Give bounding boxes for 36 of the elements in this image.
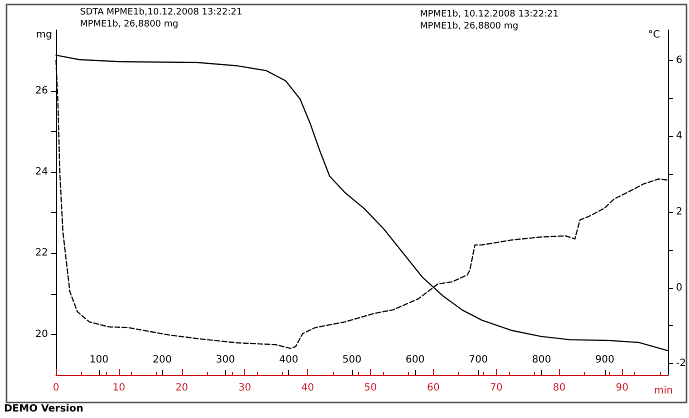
- x-tick-label: 40: [301, 382, 314, 394]
- x2-tick-label: 800: [532, 354, 552, 366]
- text: SDTA MPME1b,10.12.2008 13:22:21: [80, 8, 242, 18]
- x-tick-label: 90: [616, 382, 628, 394]
- y-tick-label: 20: [35, 328, 48, 340]
- y2-tick-label: -2: [676, 358, 686, 370]
- text: MPME1b, 10.12.2008 13:22:21: [420, 10, 559, 20]
- x-tick-label: 20: [175, 382, 188, 394]
- x2-tick-label: 900: [595, 354, 614, 366]
- y2-tick-label: 4: [676, 130, 682, 142]
- annotation: MPME1b, 26,8800 mg: [420, 22, 518, 32]
- y-tick-label: 26: [35, 85, 48, 96]
- x-tick-label: 80: [552, 382, 566, 394]
- x-tick-label: 30: [238, 382, 252, 394]
- x2-tick-label: 300: [216, 354, 235, 366]
- x-tick-label: 50: [364, 382, 377, 394]
- y2-tick-label: 6: [676, 54, 682, 66]
- x2-tick-label: 500: [342, 354, 362, 366]
- x-axis-title: min: [654, 386, 673, 396]
- y2-tick-label: 0: [676, 282, 682, 294]
- text: DEMO Version: [4, 404, 84, 414]
- x-tick-label: 60: [427, 382, 440, 394]
- y2-axis-title: °C: [648, 30, 660, 40]
- y2-tick-label: 2: [676, 206, 682, 218]
- x2-tick-label: 200: [152, 354, 172, 366]
- y-axis-title: mg: [36, 30, 52, 40]
- x2-tick-label: 100: [89, 354, 109, 366]
- text: MPME1b, 26,8800 mg: [80, 20, 178, 30]
- x-tick-label: 10: [112, 382, 126, 394]
- x2-tick-label: 700: [468, 354, 488, 366]
- x-tick-label: 70: [490, 382, 503, 394]
- x2-tick-label: 400: [279, 354, 298, 366]
- y-tick-label: 22: [35, 248, 48, 259]
- y-tick-label: 24: [35, 166, 48, 178]
- x-tick-label: 0: [52, 382, 60, 394]
- x2-tick-label: 600: [406, 354, 425, 366]
